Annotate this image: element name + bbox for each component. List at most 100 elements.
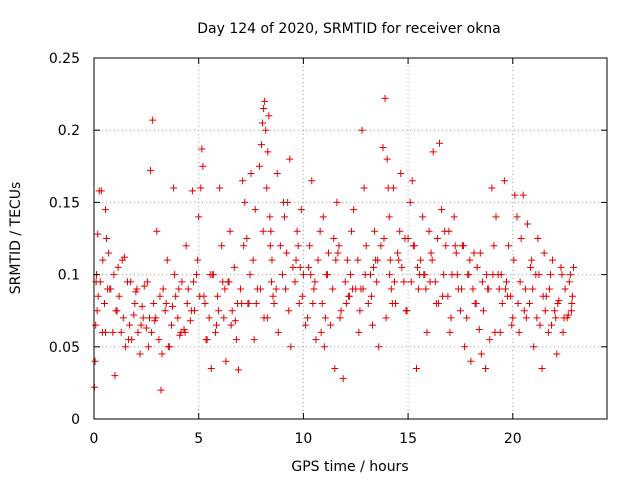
data-point <box>377 242 385 250</box>
data-point <box>273 170 281 178</box>
data-point <box>109 328 117 336</box>
data-point <box>370 263 378 271</box>
data-point <box>246 271 254 279</box>
data-point <box>130 311 138 319</box>
data-point <box>99 256 107 264</box>
data-point <box>268 278 276 286</box>
data-point <box>240 242 248 250</box>
x-tick-label: 0 <box>90 431 99 447</box>
data-point <box>534 235 542 242</box>
data-point <box>498 299 506 307</box>
data-point <box>249 256 257 264</box>
data-point <box>260 105 268 113</box>
data-point <box>195 213 203 221</box>
data-point <box>172 292 180 300</box>
data-point <box>372 256 380 264</box>
data-point <box>511 191 519 199</box>
data-point <box>530 343 538 351</box>
y-tick-label: 0.05 <box>49 340 80 356</box>
data-point <box>269 292 277 300</box>
data-point <box>156 292 164 300</box>
data-point <box>258 141 266 149</box>
data-point <box>339 375 347 383</box>
data-point <box>477 350 485 358</box>
data-point <box>364 299 372 307</box>
data-point <box>331 364 339 372</box>
data-point <box>545 285 553 293</box>
plot-frame <box>93 57 608 420</box>
data-point <box>446 328 454 336</box>
data-point <box>158 350 166 358</box>
data-point <box>553 350 561 358</box>
data-point <box>529 285 537 293</box>
data-point <box>514 299 522 307</box>
data-point <box>488 184 496 192</box>
data-point <box>414 263 422 271</box>
data-point <box>513 213 521 221</box>
data-point <box>259 227 267 235</box>
data-point <box>469 285 477 293</box>
data-point <box>219 278 227 286</box>
data-point <box>568 292 576 300</box>
data-point <box>285 307 293 315</box>
data-point <box>540 249 548 257</box>
data-point <box>294 242 302 250</box>
data-point <box>510 256 518 264</box>
data-point <box>386 271 394 279</box>
data-point <box>193 271 201 279</box>
data-point <box>304 314 312 322</box>
data-point <box>536 321 544 329</box>
x-tick-label: 10 <box>294 431 312 447</box>
data-point <box>218 242 226 250</box>
data-point <box>318 299 326 307</box>
data-point <box>205 314 213 322</box>
data-point <box>337 307 345 315</box>
data-point <box>457 285 465 293</box>
data-point <box>368 321 376 329</box>
data-point <box>121 343 129 351</box>
data-point <box>226 227 234 235</box>
data-point <box>138 302 146 310</box>
data-point <box>181 328 189 336</box>
data-point <box>174 314 182 322</box>
data-point <box>535 271 543 279</box>
data-point <box>140 282 148 290</box>
data-point <box>178 278 186 286</box>
data-point <box>505 242 513 250</box>
data-point <box>215 307 223 315</box>
y-tick-label: 0.2 <box>58 123 80 139</box>
data-point <box>320 343 328 351</box>
x-tick-label: 5 <box>194 431 203 447</box>
data-point <box>489 271 497 279</box>
data-point <box>549 256 557 264</box>
data-point <box>200 292 208 300</box>
data-point <box>194 256 202 264</box>
data-point <box>408 177 416 185</box>
data-point <box>149 116 157 124</box>
data-point <box>151 317 159 325</box>
data-point <box>386 256 394 264</box>
data-point <box>467 357 475 365</box>
data-point <box>551 307 559 315</box>
data-point <box>341 278 349 286</box>
data-point <box>403 307 411 315</box>
data-point <box>568 299 576 307</box>
data-point <box>115 292 123 300</box>
data-point <box>131 299 139 307</box>
data-point <box>358 126 366 134</box>
y-axis-title: SRMTID / TECUs <box>8 182 24 295</box>
data-point <box>419 213 427 221</box>
data-point <box>176 331 184 339</box>
data-point <box>327 321 335 329</box>
data-point <box>557 263 565 271</box>
data-point <box>447 314 455 322</box>
data-point <box>332 256 340 264</box>
data-point <box>433 235 441 242</box>
data-point <box>472 299 480 307</box>
data-point <box>342 299 350 307</box>
data-point <box>94 230 102 238</box>
data-point <box>440 271 448 279</box>
data-point <box>323 271 331 279</box>
data-point <box>162 299 170 307</box>
y-tick-label: 0.15 <box>49 195 80 211</box>
